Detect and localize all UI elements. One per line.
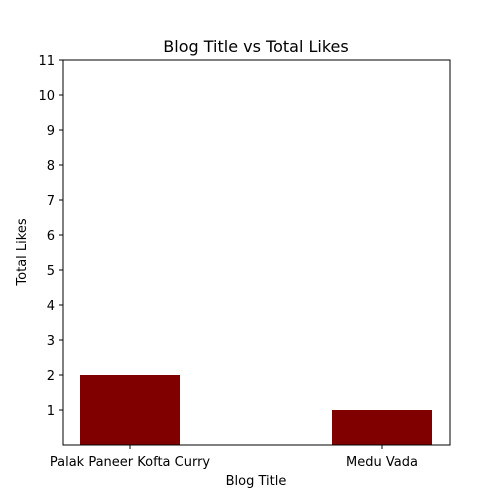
- y-tick-label: 3: [47, 334, 55, 349]
- y-axis-ticks: 1 2 3 4 5 6 7 8 9 10 11: [38, 54, 63, 419]
- x-tick-label: Medu Vada: [346, 455, 418, 470]
- y-tick-label: 9: [47, 124, 55, 139]
- y-tick-label: 10: [38, 89, 55, 104]
- bar-0: [80, 375, 180, 445]
- y-tick-label: 5: [47, 264, 55, 279]
- y-tick-label: 11: [38, 54, 55, 69]
- y-tick-label: 1: [47, 404, 55, 419]
- x-tick-label: Palak Paneer Kofta Curry: [50, 455, 211, 470]
- y-tick-label: 7: [47, 194, 55, 209]
- bars-group: [80, 375, 432, 445]
- y-tick-label: 6: [47, 229, 55, 244]
- y-axis-label: Total Likes: [15, 218, 30, 286]
- y-tick-label: 8: [47, 159, 55, 174]
- bar-1: [332, 410, 432, 445]
- y-tick-label: 4: [47, 299, 55, 314]
- y-tick-label: 2: [47, 369, 55, 384]
- x-axis-ticks: Palak Paneer Kofta Curry Medu Vada: [50, 445, 418, 470]
- plot-frame: [62, 59, 451, 446]
- chart-title: Blog Title vs Total Likes: [163, 37, 348, 56]
- x-axis-label: Blog Title: [226, 474, 287, 489]
